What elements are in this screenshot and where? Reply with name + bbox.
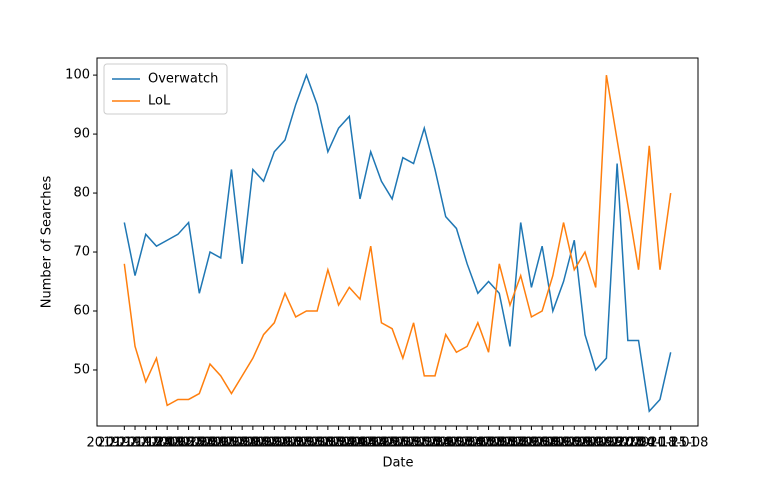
y-tick-label: 100 (65, 68, 90, 83)
x-tick-label: 2020-08-23 (515, 436, 591, 451)
x-tick-label: 2020-08-02 (483, 436, 559, 451)
x-tick-label: 2020-11-01 (622, 436, 698, 451)
x-tick-label: 2020-05-24 (376, 436, 452, 451)
x-tick-label: 2020-11-08 (633, 436, 709, 451)
x-tick-label: 2020-04-26 (333, 436, 409, 451)
x-tick-label: 2020-08-09 (494, 436, 570, 451)
x-tick-label: 2020-06-07 (397, 436, 473, 451)
plot-frame (96, 57, 699, 427)
x-tick-label: 2020-06-14 (408, 436, 484, 451)
x-tick-label: 2019-12-29 (151, 436, 227, 451)
x-tick-label: 2020-07-05 (440, 436, 516, 451)
x-tick-label: 2020-08-16 (504, 436, 580, 451)
x-tick-label: 2019-11-17 (87, 436, 163, 451)
x-tick-label: 2019-12-08 (119, 436, 195, 451)
line-series (123, 72, 672, 413)
x-tick-label: 2020-03-22 (279, 436, 355, 451)
x-tick-label: 2020-02-02 (204, 436, 280, 451)
x-tick-label: 2020-06-28 (429, 436, 505, 451)
x-tick-label: 2020-02-16 (226, 436, 302, 451)
x-tick-label: 2020-08-30 (526, 436, 602, 451)
x-tick-label: 2020-01-26 (194, 436, 270, 451)
x-tick-label: 2020-07-12 (451, 436, 527, 451)
x-tick-label: 2020-10-11 (590, 436, 666, 451)
x-tick-label: 2020-04-19 (322, 436, 398, 451)
x-tick-label: 2020-05-03 (344, 436, 420, 451)
x-tick-label: 2020-04-05 (301, 436, 377, 451)
x-tick-label: 2019-11-24 (97, 436, 173, 451)
y-tick-label: 70 (73, 245, 90, 260)
x-tick-label: 2020-10-18 (601, 436, 677, 451)
x-tick-label: 2020-05-17 (365, 436, 441, 451)
legend-label: LoL (148, 94, 171, 109)
x-tick-label: 2020-09-20 (558, 436, 634, 451)
y-tick-label: 50 (73, 362, 90, 377)
x-tick-label: 2020-10-25 (611, 436, 687, 451)
legend-label: Overwatch (148, 72, 218, 87)
x-tick-label: 2020-01-19 (183, 436, 259, 451)
x-tick-label: 2020-04-12 (312, 436, 388, 451)
x-tick-label: 2020-07-26 (472, 436, 548, 451)
x-tick-label: 2020-05-10 (354, 436, 430, 451)
line-series (123, 74, 672, 407)
x-tick-label: 2020-09-27 (569, 436, 645, 451)
x-tick-label: 2019-12-15 (129, 436, 205, 451)
x-tick-label: 2020-01-12 (172, 436, 248, 451)
x-tick-label: 2020-09-13 (547, 436, 623, 451)
x-axis-label: Date (382, 456, 413, 471)
x-tick-label: 2020-01-05 (162, 436, 238, 451)
x-tick-label: 2020-05-31 (387, 436, 463, 451)
x-tick-label: 2020-03-15 (269, 436, 345, 451)
x-tick-label: 2020-06-21 (419, 436, 495, 451)
x-tick-label: 2020-02-23 (237, 436, 313, 451)
y-axis-label: Number of Searches (40, 176, 55, 309)
y-tick-label: 90 (73, 127, 90, 142)
x-tick-label: 2020-10-04 (579, 436, 655, 451)
x-tick-label: 2020-03-01 (247, 436, 323, 451)
x-tick-label: 2019-12-01 (108, 436, 184, 451)
x-tick-label: 2020-02-09 (215, 436, 291, 451)
y-tick-label: 60 (73, 304, 90, 319)
x-tick-label: 2020-07-19 (461, 436, 537, 451)
y-tick-label: 80 (73, 186, 90, 201)
x-tick-label: 2019-12-22 (140, 436, 216, 451)
x-tick-label: 2020-03-08 (258, 436, 334, 451)
x-tick-label: 2020-03-29 (290, 436, 366, 451)
x-tick-label: 2020-09-06 (536, 436, 612, 451)
